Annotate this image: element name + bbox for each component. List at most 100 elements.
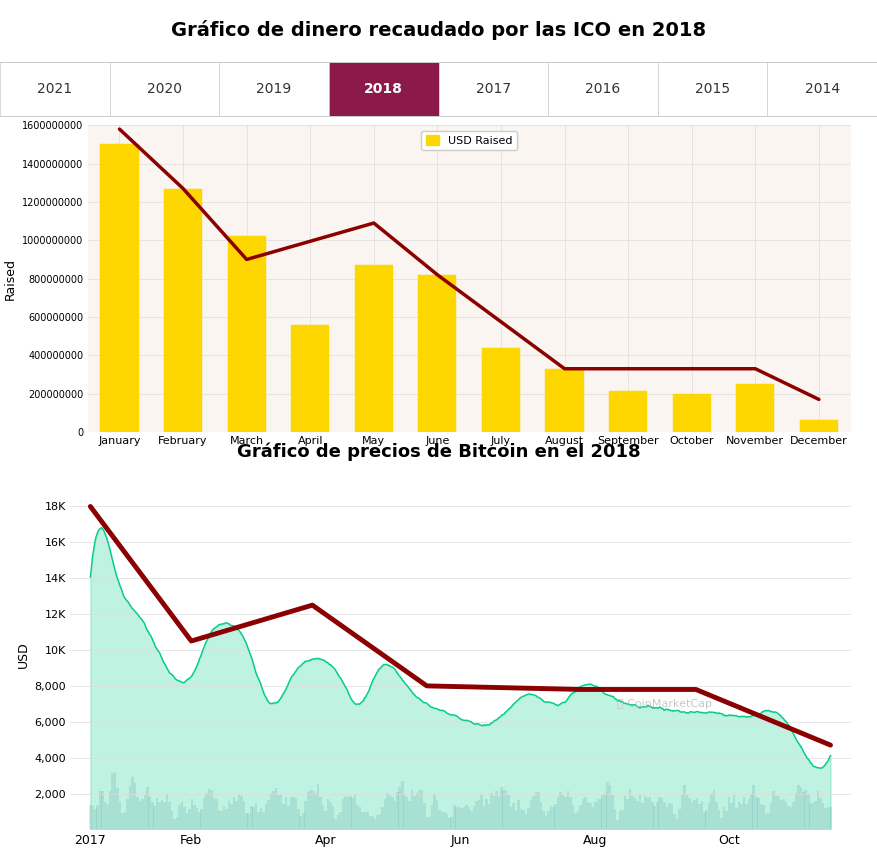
- Bar: [109, 791, 111, 829]
- Bar: [577, 811, 580, 829]
- Bar: [219, 61, 329, 116]
- Bar: [111, 773, 114, 829]
- Bar: [789, 807, 792, 829]
- Bar: [275, 788, 277, 829]
- Bar: [148, 797, 151, 829]
- Bar: [438, 810, 440, 829]
- Bar: [438, 61, 548, 116]
- Bar: [381, 807, 384, 829]
- Bar: [327, 799, 329, 829]
- Bar: [153, 806, 156, 829]
- Bar: [201, 810, 203, 829]
- Bar: [542, 811, 545, 829]
- Bar: [567, 791, 569, 829]
- Bar: [436, 800, 438, 829]
- Bar: [163, 803, 166, 829]
- Bar: [403, 796, 406, 829]
- Bar: [740, 804, 743, 829]
- Bar: [257, 812, 260, 829]
- Bar: [720, 817, 723, 829]
- Bar: [136, 797, 139, 829]
- Bar: [773, 791, 775, 829]
- Bar: [287, 805, 289, 829]
- Bar: [89, 805, 91, 829]
- Bar: [208, 790, 210, 829]
- Bar: [94, 810, 96, 829]
- Bar: [819, 798, 822, 829]
- Bar: [800, 786, 802, 829]
- Bar: [376, 815, 379, 829]
- Bar: [574, 813, 577, 829]
- Bar: [599, 798, 602, 829]
- Bar: [668, 804, 671, 829]
- Bar: [619, 810, 622, 829]
- Bar: [527, 809, 530, 829]
- Bar: [428, 817, 431, 829]
- Bar: [710, 794, 713, 829]
- Bar: [453, 804, 455, 829]
- Bar: [126, 799, 129, 829]
- Bar: [671, 804, 674, 829]
- Bar: [196, 808, 198, 829]
- Bar: [678, 809, 681, 829]
- Bar: [317, 785, 319, 829]
- Bar: [631, 796, 634, 829]
- Bar: [788, 806, 789, 829]
- Bar: [674, 814, 676, 829]
- Bar: [780, 800, 782, 829]
- Bar: [747, 798, 750, 829]
- Bar: [166, 794, 168, 829]
- Bar: [735, 809, 738, 829]
- Bar: [539, 802, 542, 829]
- Text: 2020: 2020: [147, 81, 182, 96]
- Bar: [425, 816, 428, 829]
- Bar: [485, 799, 488, 829]
- Bar: [418, 790, 421, 829]
- Bar: [183, 807, 186, 829]
- Bar: [804, 791, 807, 829]
- Bar: [346, 797, 349, 829]
- Bar: [638, 795, 641, 829]
- Bar: [614, 810, 617, 829]
- Bar: [151, 802, 153, 829]
- Bar: [349, 796, 352, 829]
- Text: 2019: 2019: [256, 81, 292, 96]
- Bar: [260, 808, 262, 829]
- Bar: [562, 795, 565, 829]
- Bar: [356, 805, 359, 829]
- Bar: [285, 797, 287, 829]
- Bar: [133, 783, 136, 829]
- Bar: [354, 265, 393, 432]
- Bar: [762, 805, 765, 829]
- Bar: [431, 804, 433, 829]
- Bar: [329, 61, 438, 116]
- Bar: [364, 812, 367, 829]
- Bar: [247, 813, 250, 829]
- Bar: [354, 796, 356, 829]
- Bar: [386, 792, 389, 829]
- Bar: [731, 803, 733, 829]
- Bar: [367, 812, 369, 829]
- Bar: [651, 802, 653, 829]
- Bar: [524, 814, 527, 829]
- Bar: [262, 812, 265, 829]
- Bar: [661, 798, 664, 829]
- Bar: [602, 796, 604, 829]
- Bar: [802, 791, 804, 829]
- Bar: [100, 144, 139, 432]
- Bar: [589, 804, 592, 829]
- Bar: [344, 796, 346, 829]
- Bar: [644, 797, 646, 829]
- Bar: [265, 804, 267, 829]
- Bar: [433, 794, 436, 829]
- Bar: [171, 811, 174, 829]
- Bar: [560, 792, 562, 829]
- Bar: [653, 806, 656, 829]
- Bar: [230, 804, 232, 829]
- Bar: [332, 806, 334, 829]
- Bar: [584, 797, 587, 829]
- Bar: [463, 807, 466, 829]
- Bar: [406, 797, 409, 829]
- Bar: [716, 802, 718, 829]
- Y-axis label: Raised: Raised: [4, 257, 17, 300]
